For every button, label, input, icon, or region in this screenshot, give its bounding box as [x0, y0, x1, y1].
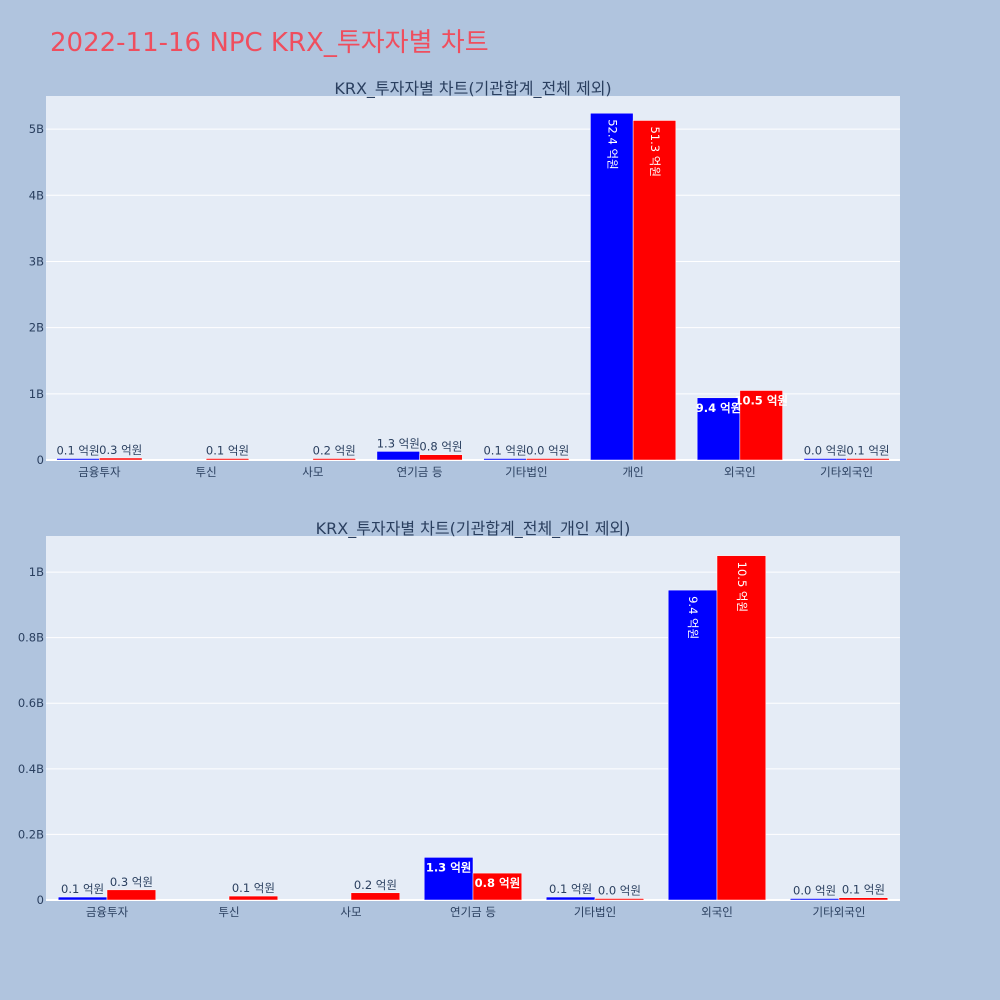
bar [472, 872, 523, 901]
bar [228, 895, 279, 901]
data-label: 0.1 억원 [842, 883, 885, 897]
y-tick-label: 3B [29, 254, 44, 268]
data-label: 0.8 억원 [475, 876, 521, 890]
bar [846, 458, 890, 461]
y-tick-label: 2B [29, 321, 44, 335]
x-tick-label: 연기금 등 [450, 905, 496, 919]
bar [423, 857, 474, 901]
bar [838, 897, 889, 901]
bar [545, 896, 596, 901]
x-tick-label: 금융투자 [86, 905, 129, 919]
bar [99, 457, 143, 461]
chart-2: KRX_투자자별 차트(기관합계_전체_개인 제외) 0 0.2B 0.4B 0.6B 0… [18, 519, 900, 919]
bar [350, 892, 401, 901]
x-tick-label: 외국인 [724, 465, 756, 479]
data-label: 0.1 억원 [232, 881, 275, 895]
bar [716, 555, 767, 901]
bar [56, 458, 100, 461]
data-label: 51.3 억원 [648, 126, 662, 176]
x-tick-label: 금융투자 [78, 465, 121, 479]
bar [696, 397, 741, 461]
x-tick-label: 사모 [340, 905, 361, 919]
data-label: 0.0 억원 [793, 884, 836, 898]
data-label: 9.4 억원 [686, 596, 700, 639]
bar [526, 458, 570, 461]
y-tick-label: 1B [29, 565, 44, 579]
bar [57, 896, 108, 901]
bar [632, 120, 677, 461]
chart-title: KRX_투자자별 차트(기관합계_전체 제외) [334, 79, 611, 99]
data-label: 1.3 억원 [377, 436, 420, 450]
page-title: 2022-11-16 NPC KRX_투자자별 차트 [50, 28, 489, 58]
data-label: 0.1 억원 [483, 444, 526, 458]
x-tick-label: 개인 [623, 465, 644, 479]
bar [667, 589, 718, 901]
y-tick-label: 5B [29, 122, 44, 136]
data-label: 0.3 억원 [110, 875, 153, 889]
chart-1: KRX_투자자별 차트(기관합계_전체 제외) 0 1B 2B 3B 4B 5B 금융투자 0.… [29, 79, 900, 479]
y-tick-label: 0.2B [18, 827, 44, 841]
x-tick-label: 외국인 [701, 905, 733, 919]
data-label: 10.5 억원 [734, 394, 788, 408]
data-label: 0.2 억원 [313, 444, 356, 458]
bar [789, 898, 840, 901]
y-tick-label: 1B [29, 387, 44, 401]
data-label: 0.3 억원 [99, 443, 142, 457]
y-tick-label: 0 [37, 893, 44, 907]
bar [590, 112, 634, 461]
data-label: 0.1 억원 [61, 882, 104, 896]
data-label: 1.3 억원 [426, 860, 472, 874]
data-label: 0.8 억원 [419, 440, 462, 454]
bar [106, 889, 157, 901]
data-label: 0.1 억원 [56, 444, 99, 458]
data-label: 0.1 억원 [846, 444, 889, 458]
bar [376, 451, 420, 461]
x-tick-label: 기타외국인 [820, 465, 873, 479]
y-tick-label: 0.8B [18, 631, 44, 645]
y-tick-label: 0 [37, 453, 44, 467]
data-label: 0.1 억원 [206, 444, 249, 458]
data-label: 0.0 억원 [804, 444, 847, 458]
x-tick-label: 기타외국인 [813, 905, 866, 919]
data-label: 10.5 억원 [735, 562, 749, 612]
data-label: 0.2 억원 [354, 878, 397, 892]
y-tick-label: 0.6B [18, 696, 44, 710]
data-label: 0.0 억원 [598, 884, 641, 898]
bar [803, 458, 847, 461]
bar [483, 458, 527, 461]
bar [739, 390, 783, 461]
chart-title: KRX_투자자별 차트(기관합계_전체_개인 제외) [316, 519, 631, 539]
bar [312, 458, 356, 461]
data-label: 0.1 억원 [549, 882, 592, 896]
x-tick-label: 기타법인 [505, 465, 547, 479]
y-tick-label: 0.4B [18, 762, 44, 776]
x-tick-label: 투신 [218, 905, 239, 919]
data-label: 9.4 억원 [696, 401, 742, 415]
data-label: 0.0 억원 [526, 444, 569, 458]
bar [419, 454, 463, 461]
x-tick-label: 기타법인 [574, 905, 616, 919]
x-tick-label: 사모 [302, 465, 323, 479]
y-tick-label: 4B [29, 188, 44, 202]
data-label: 52.4 억원 [605, 119, 619, 169]
x-tick-label: 투신 [196, 465, 217, 479]
x-tick-label: 연기금 등 [397, 465, 443, 479]
bar [205, 458, 250, 461]
bar [594, 898, 645, 901]
plot-area [46, 536, 900, 900]
